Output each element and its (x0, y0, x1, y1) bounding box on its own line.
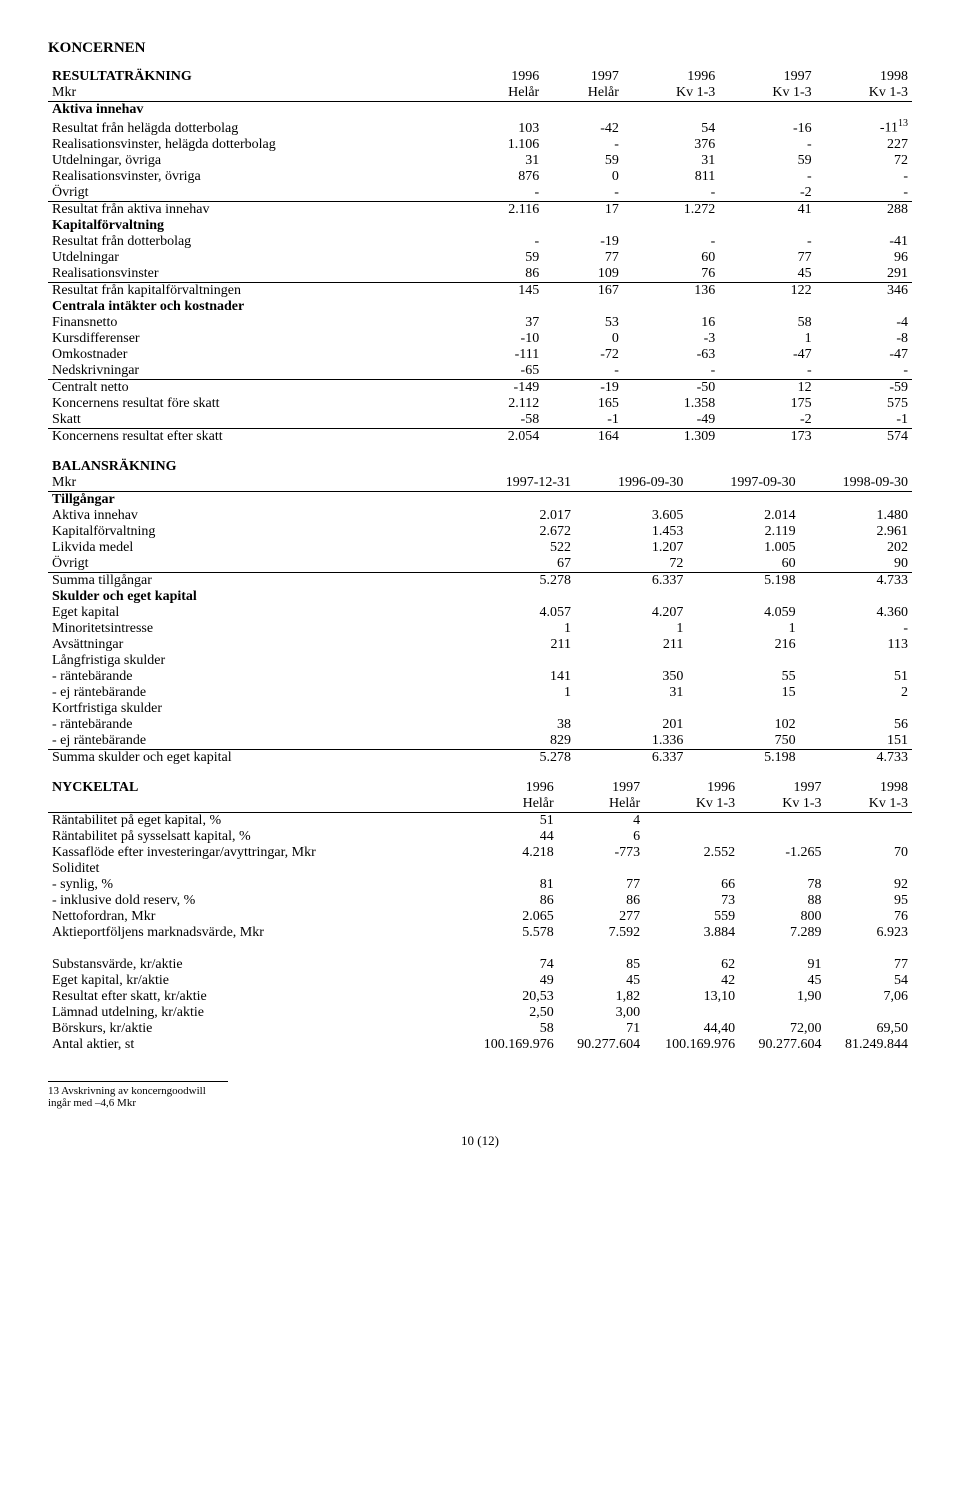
footnote: 13 Avskrivning av koncerngoodwill ingår … (48, 1081, 228, 1109)
nyckeltal-table: NYCKELTAL19961997199619971998HelårHelårK… (48, 780, 912, 1053)
page-title: KONCERNEN (48, 40, 912, 57)
result-table: RESULTATRÄKNING19961997199619971998MkrHe… (48, 69, 912, 445)
balans-table: BALANSRÄKNINGMkr1997-12-311996-09-301997… (48, 459, 912, 766)
page-number: 10 (12) (48, 1133, 912, 1149)
